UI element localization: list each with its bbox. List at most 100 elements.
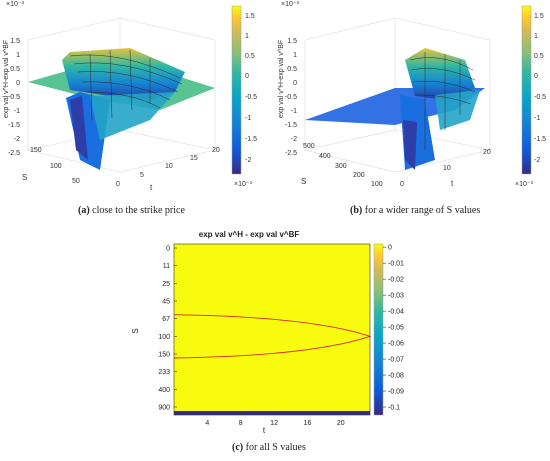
heatmap-title: exp val v^H - exp val v^BF: [199, 230, 300, 239]
t-tick-b: 0: [400, 181, 404, 188]
z-tick-b: 1: [293, 52, 297, 59]
colorbar-tick-b: -1: [534, 115, 540, 122]
heatmap-chart: exp val v^H - exp val v^BF 4 8 12 16 20 0 11 25…: [131, 230, 404, 435]
t-tick-a: 5: [140, 172, 144, 179]
s-axis-label-a: S: [22, 173, 27, 182]
colorbar-tick-a: 1.5: [245, 13, 255, 20]
z-tick-a: -2.5: [8, 150, 20, 157]
heatmap-y-tick-label: 900: [158, 405, 170, 412]
colorbar-tick-label: -0.01: [388, 261, 404, 268]
z-axis-label-a: exp val v^H-exp val v^BF: [3, 40, 10, 118]
surface-mesh-b: [409, 52, 476, 150]
colorbar-tick-b: -0.5: [534, 94, 546, 101]
heatmap-y-tick-label: 233: [158, 369, 170, 376]
colorbar-tick-a: -1: [245, 115, 251, 122]
colorbar-tick-a: -0.5: [245, 94, 257, 101]
caption-label-a: (a): [78, 205, 90, 216]
t-tick-a: 15: [190, 155, 198, 162]
t-axis-label-a: t: [150, 183, 153, 192]
colorbar-tick-label: -0.02: [388, 277, 404, 284]
z-tick-a: -0.5: [8, 94, 20, 101]
heatmap-y-tick-label: 400: [158, 387, 170, 394]
z-tick-b: -2.5: [285, 150, 297, 157]
surface-a: [28, 48, 215, 170]
colorbar-tick-b: -2: [534, 157, 540, 164]
heatmap-frame: [173, 243, 371, 416]
z-tick-b: 0.5: [287, 66, 297, 73]
colorbar-tick-label: 0: [388, 245, 392, 252]
t-tick-a: 20: [212, 147, 220, 154]
t-tick-a: 10: [165, 163, 173, 170]
heatmap-low-band: [174, 411, 370, 415]
caption-text-c: for all S values: [245, 442, 306, 453]
surface-mesh-a: [69, 49, 183, 121]
heatmap-y-tick-label: 11: [163, 263, 170, 270]
panel-a: ×10⁻³ 1.5 1 0.5 0 -0.5 -1 -1.5 -2 -2.5 1…: [0, 0, 275, 200]
t-tick-b: 10: [443, 165, 451, 172]
heatmap-x-tick-label: 16: [304, 420, 312, 427]
colorbar-b: [521, 5, 532, 175]
surface-plot-b: ×10⁻³ 1.5 1 0.5 0 -0.5 -1 -1.5 -2 -2.5 5…: [278, 1, 546, 188]
caption-label-c: (c): [232, 442, 244, 453]
colorbar-tick-label: -0.09: [388, 389, 404, 396]
z-tick-b: 0: [293, 80, 297, 87]
heatmap-y-tick-label: 25: [162, 281, 170, 288]
colorbar-tick-b: 0: [534, 73, 538, 80]
caption-a: (a) close to the strike price: [78, 205, 185, 216]
heatmap-x-tick-label: 4: [205, 420, 209, 427]
heatmap-x-tick-label: 12: [270, 420, 278, 427]
heatmap-plot-area: 4 8 12 16 20 0 11 25 45 67 100 150 233 400 900: [158, 243, 372, 427]
z-tick-a: 1: [16, 52, 20, 59]
heatmap-y-tick-label: 0: [166, 246, 170, 253]
colorbar-tick-label: -0.1: [388, 405, 400, 412]
colorbar-tick-b: 1: [534, 33, 538, 40]
colorbar-tick-label: -0.05: [388, 325, 404, 332]
colorbar-tick-a: 0: [245, 73, 249, 80]
colorbar-exponent-a: ×10⁻³: [234, 181, 253, 188]
s-tick-b: 100: [371, 181, 383, 188]
colorbar-exponent-b: ×10⁻³: [515, 181, 534, 188]
heatmap-x-tick-label: 20: [337, 420, 345, 427]
colorbar-tick-b: -1.5: [534, 136, 546, 143]
z-tick-b: -1: [291, 108, 297, 115]
colorbar-tick-a: -2: [245, 157, 251, 164]
z-tick-b: -2: [291, 136, 297, 143]
colorbar-tick-a: 0.5: [245, 53, 255, 60]
s-axis-label-b: S: [301, 177, 306, 186]
colorbar-tick-a: -1.5: [245, 136, 257, 143]
z-tick-a: -1: [14, 108, 20, 115]
caption-text-a: close to the strike price: [92, 205, 185, 216]
z-tick-a: 1.5: [10, 38, 20, 45]
z-axis-label-b: exp val v^H-exp val v^BF: [278, 40, 285, 118]
colorbar-tick-label: -0.06: [388, 341, 404, 348]
caption-b: (b) for a wider range of S values: [350, 205, 480, 216]
heatmap-colorbar: [373, 243, 384, 416]
heatmap-y-tick-label: 67: [162, 316, 170, 323]
s-tick-b: 500: [303, 143, 315, 150]
z-tick-b: -0.5: [285, 94, 297, 101]
heatmap-y-tick-label: 150: [158, 352, 170, 359]
panel-b: ×10⁻³ 1.5 1 0.5 0 -0.5 -1 -1.5 -2 -2.5 5…: [275, 0, 550, 200]
colorbar-a: [231, 5, 242, 175]
colorbar-tick-label: -0.03: [388, 293, 404, 300]
exponent-label-a: ×10⁻³: [6, 1, 25, 8]
caption-c: (c) for all S values: [232, 442, 306, 453]
colorbar-tick-label: -0.04: [388, 309, 404, 316]
s-tick-a: 100: [50, 163, 62, 170]
heatmap-field: [174, 244, 370, 415]
colorbar-tick-b: 1.5: [534, 13, 544, 20]
caption-text-b: for a wider range of S values: [364, 205, 481, 216]
t-axis-label-b: t: [451, 179, 454, 188]
colorbar-tick-b: 0.5: [534, 53, 544, 60]
exponent-label-b: ×10⁻³: [281, 1, 300, 8]
z-tick-b: -1.5: [285, 122, 297, 129]
z-tick-a: 0: [16, 80, 20, 87]
s-tick-b: 200: [353, 172, 365, 179]
panel-c: exp val v^H - exp val v^BF 4 8 12 16 20 0 11 25…: [130, 226, 430, 436]
colorbar-tick-label: -0.08: [388, 373, 404, 380]
colorbar-tick-a: 1: [245, 33, 249, 40]
t-tick-a: 0: [116, 181, 120, 188]
surface-plot-a: ×10⁻³ 1.5 1 0.5 0 -0.5 -1 -1.5 -2 -2.5 1…: [3, 1, 257, 192]
caption-label-b: (b): [350, 205, 363, 216]
heatmap-y-label: S: [131, 328, 140, 333]
